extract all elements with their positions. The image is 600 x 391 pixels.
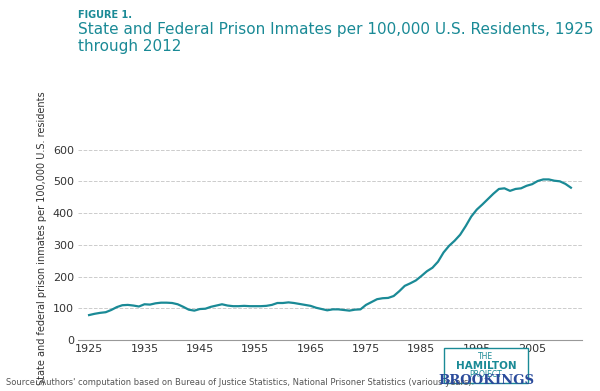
Text: PROJECT: PROJECT — [470, 370, 502, 379]
Text: HAMILTON: HAMILTON — [455, 361, 517, 371]
Text: BROOKINGS: BROOKINGS — [438, 374, 534, 387]
Text: FIGURE 1.: FIGURE 1. — [78, 10, 132, 20]
Text: State and Federal Prison Inmates per 100,000 U.S. Residents, 1925 through 2012: State and Federal Prison Inmates per 100… — [78, 22, 593, 54]
Y-axis label: State and federal prison inmates per 100,000 U.S. residents: State and federal prison inmates per 100… — [37, 92, 47, 385]
FancyBboxPatch shape — [444, 348, 528, 383]
Text: THE: THE — [478, 352, 494, 361]
Text: Source: Authors' computation based on Bureau of Justice Statistics, National Pri: Source: Authors' computation based on Bu… — [6, 378, 474, 387]
